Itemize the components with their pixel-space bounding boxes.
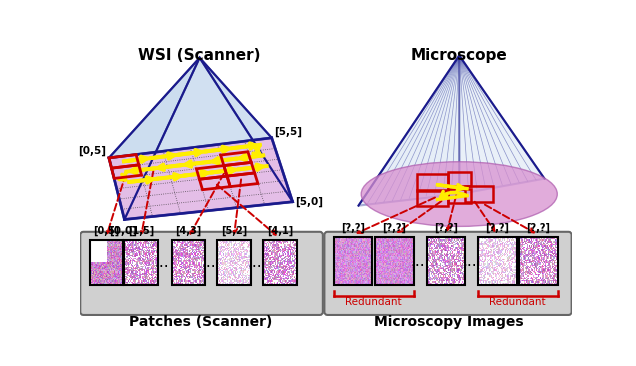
FancyBboxPatch shape	[80, 232, 323, 315]
Polygon shape	[459, 56, 544, 194]
Polygon shape	[109, 58, 272, 158]
Text: [1,5]: [1,5]	[128, 226, 155, 236]
Text: [0,5]: [0,5]	[93, 226, 120, 236]
Text: [5,0]: [5,0]	[295, 197, 323, 207]
Text: [0,5]: [0,5]	[78, 146, 106, 156]
Polygon shape	[109, 138, 293, 220]
Text: [5,2]: [5,2]	[221, 226, 247, 236]
Text: ...: ...	[247, 255, 262, 270]
Text: ...: ...	[410, 254, 425, 269]
Text: Redundant: Redundant	[345, 297, 402, 307]
Text: Redundant: Redundant	[490, 297, 546, 307]
Text: Patches (Scanner): Patches (Scanner)	[130, 315, 273, 329]
Text: Microscope: Microscope	[411, 48, 508, 63]
Text: Microscopy Images: Microscopy Images	[373, 315, 523, 329]
Text: WSI (Scanner): WSI (Scanner)	[139, 48, 261, 63]
Text: [?,?]: [?,?]	[527, 223, 550, 234]
Polygon shape	[200, 58, 293, 202]
Text: [0,0]: [0,0]	[109, 226, 137, 236]
FancyBboxPatch shape	[324, 232, 572, 315]
Polygon shape	[109, 58, 200, 220]
Polygon shape	[125, 58, 293, 220]
Text: [5,5]: [5,5]	[274, 127, 302, 137]
Text: [?,?]: [?,?]	[382, 223, 406, 234]
Text: ...: ...	[155, 255, 169, 270]
Text: ...: ...	[202, 255, 216, 270]
Text: [?,?]: [?,?]	[341, 223, 365, 234]
Polygon shape	[359, 56, 459, 206]
Text: [?,?]: [?,?]	[485, 223, 509, 234]
Text: [?,?]: [?,?]	[434, 223, 458, 234]
Text: [4,3]: [4,3]	[176, 226, 202, 236]
Text: ...: ...	[462, 254, 476, 269]
Text: [4,1]: [4,1]	[266, 226, 293, 236]
Ellipse shape	[361, 162, 557, 227]
